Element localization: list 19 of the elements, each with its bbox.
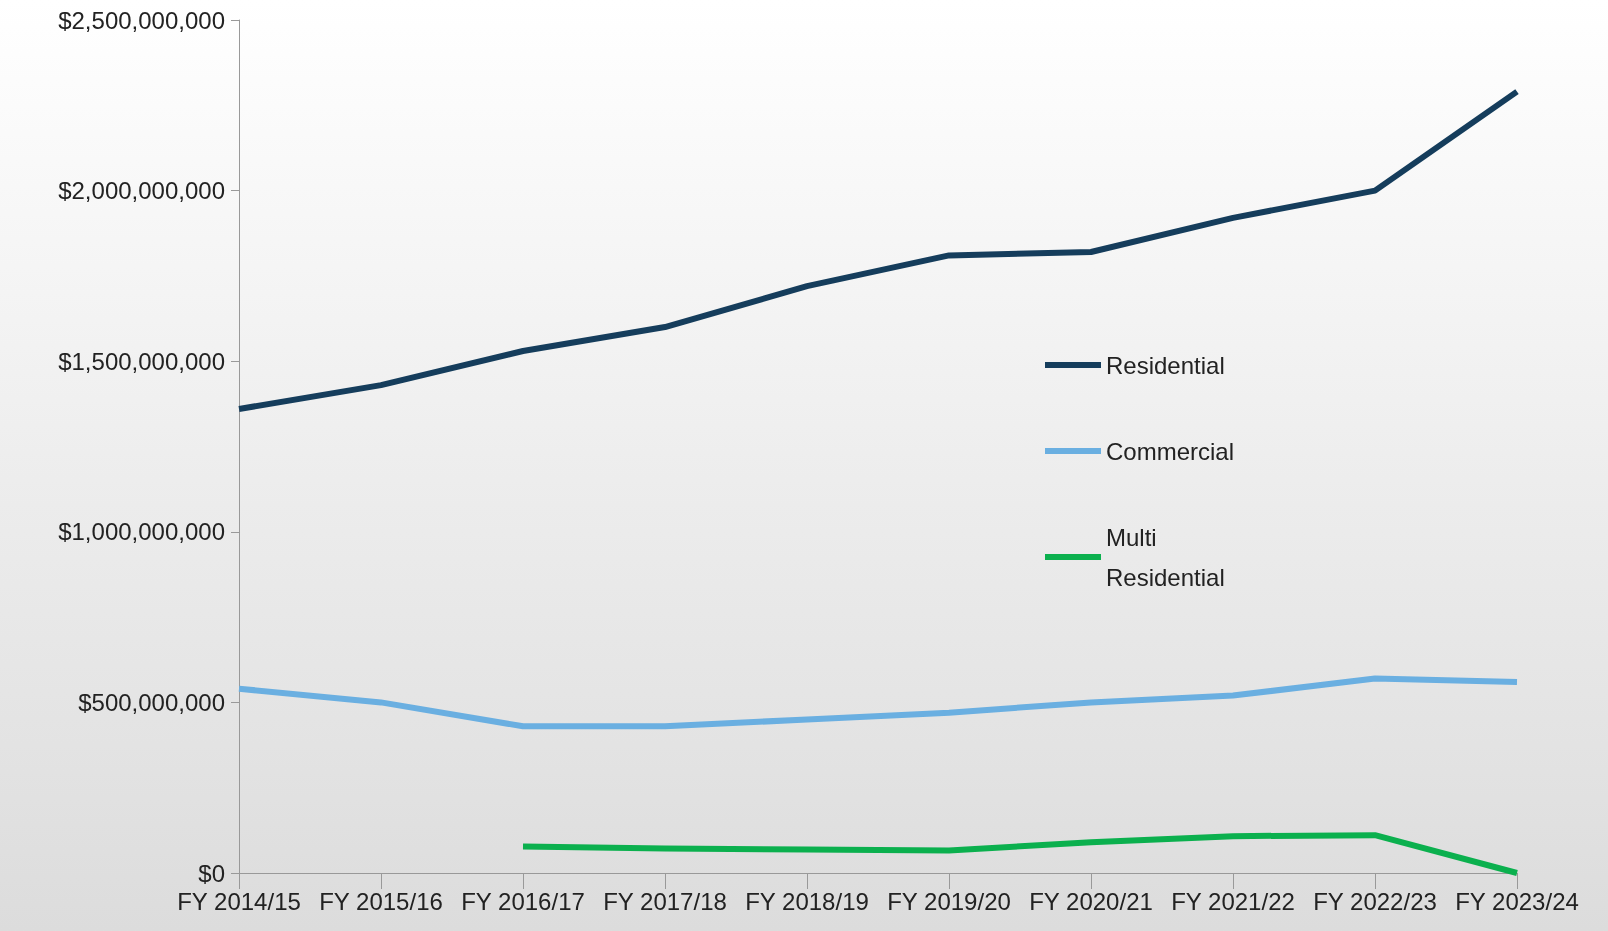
x-tick-label: FY 2019/20 xyxy=(887,887,1011,915)
y-tick-label: $2,500,000,000 xyxy=(58,6,225,34)
x-tick-label: FY 2020/21 xyxy=(1029,887,1153,915)
x-tick-label: FY 2014/15 xyxy=(177,887,301,915)
y-tick-label: $1,000,000,000 xyxy=(58,518,225,546)
y-tick-label: $0 xyxy=(198,859,225,887)
x-tick-label: FY 2017/18 xyxy=(603,887,727,915)
x-tick-label: FY 2015/16 xyxy=(319,887,443,915)
legend-label: Residential xyxy=(1106,351,1225,379)
y-tick-label: $1,500,000,000 xyxy=(58,347,225,375)
x-tick-label: FY 2016/17 xyxy=(461,887,585,915)
x-tick-label: FY 2021/22 xyxy=(1171,887,1295,915)
legend-label: Multi Residential xyxy=(1106,523,1225,591)
legend-label: Commercial xyxy=(1106,437,1235,465)
x-tick-label: FY 2018/19 xyxy=(745,887,869,915)
y-tick-label: $2,000,000,000 xyxy=(58,177,225,205)
x-tick-label: FY 2022/23 xyxy=(1313,887,1437,915)
x-tick-label: FY 2023/24 xyxy=(1455,887,1579,915)
y-tick-label: $500,000,000 xyxy=(78,688,225,716)
